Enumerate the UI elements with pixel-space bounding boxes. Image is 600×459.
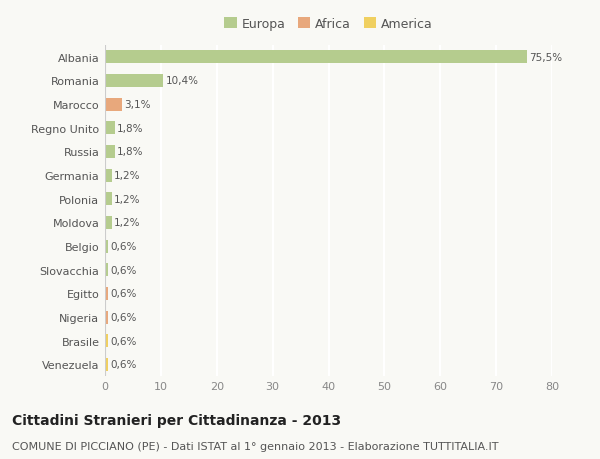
Bar	[105, 146, 115, 159]
Text: 10,4%: 10,4%	[166, 76, 199, 86]
Bar	[105, 311, 109, 324]
Text: 0,6%: 0,6%	[110, 313, 137, 322]
Text: 0,6%: 0,6%	[110, 359, 137, 369]
Text: 1,8%: 1,8%	[117, 147, 144, 157]
Text: 75,5%: 75,5%	[529, 53, 562, 63]
Bar	[105, 217, 112, 230]
Bar	[105, 51, 527, 64]
Bar	[105, 335, 109, 347]
Text: COMUNE DI PICCIANO (PE) - Dati ISTAT al 1° gennaio 2013 - Elaborazione TUTTITALI: COMUNE DI PICCIANO (PE) - Dati ISTAT al …	[12, 441, 499, 451]
Text: Cittadini Stranieri per Cittadinanza - 2013: Cittadini Stranieri per Cittadinanza - 2…	[12, 413, 341, 427]
Text: 0,6%: 0,6%	[110, 241, 137, 252]
Text: 0,6%: 0,6%	[110, 265, 137, 275]
Text: 1,2%: 1,2%	[114, 194, 140, 204]
Text: 0,6%: 0,6%	[110, 289, 137, 299]
Bar	[105, 169, 112, 182]
Bar	[105, 358, 109, 371]
Text: 1,2%: 1,2%	[114, 218, 140, 228]
Text: 3,1%: 3,1%	[125, 100, 151, 110]
Bar	[105, 263, 109, 277]
Text: 0,6%: 0,6%	[110, 336, 137, 346]
Legend: Europa, Africa, America: Europa, Africa, America	[221, 15, 436, 33]
Text: 1,2%: 1,2%	[114, 171, 140, 181]
Bar	[105, 98, 122, 112]
Bar	[105, 75, 163, 88]
Bar	[105, 122, 115, 135]
Text: 1,8%: 1,8%	[117, 123, 144, 134]
Bar	[105, 193, 112, 206]
Bar	[105, 287, 109, 300]
Bar	[105, 240, 109, 253]
